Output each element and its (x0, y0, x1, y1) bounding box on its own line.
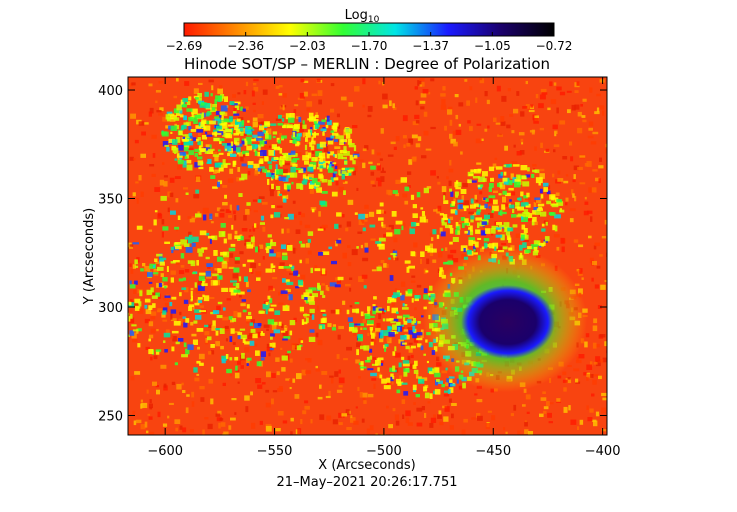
colorbar-tick-label: −1.37 (412, 39, 449, 53)
sunspot-umbra (461, 285, 555, 359)
y-axis-label: Y (Arcseconds) (82, 208, 97, 305)
y-tick-label: 250 (98, 409, 123, 424)
x-axis: −600 −550 −500 −450 −400 (147, 77, 620, 459)
x-tick-label: −400 (585, 444, 621, 459)
x-tick-label: −550 (257, 444, 293, 459)
x-tick-label: −500 (366, 444, 402, 459)
plot-frame (127, 76, 608, 436)
colorbar-tick-label: −2.36 (227, 39, 264, 53)
y-tick-label: 350 (98, 193, 123, 208)
y-tick-label: 300 (98, 301, 123, 316)
colorbar-label: Log10 (345, 8, 380, 25)
x-tick-label: −450 (475, 444, 511, 459)
colorbar-tick-label: −2.69 (166, 39, 203, 53)
heatmap-image (128, 77, 607, 435)
colorbar-tick-label: −0.72 (536, 39, 573, 53)
colorbar-tick-label: −1.70 (351, 39, 388, 53)
x-axis-label: X (Arcseconds) (318, 458, 415, 473)
colorbar-tick-label: −2.03 (289, 39, 326, 53)
x-tick-label: −600 (147, 444, 183, 459)
timestamp: 21–May–2021 20:26:17.751 (277, 475, 458, 490)
y-tick-label: 400 (98, 84, 123, 99)
y-axis: 250 300 350 400 (98, 84, 607, 424)
chart-title: Hinode SOT/SP – MERLIN : Degree of Polar… (184, 55, 550, 73)
colorbar-ticks: −2.69 −2.36 −2.03 −1.70 −1.37 −1.05 −0.72 (166, 32, 573, 53)
colorbar-tick-label: −1.05 (474, 39, 511, 53)
